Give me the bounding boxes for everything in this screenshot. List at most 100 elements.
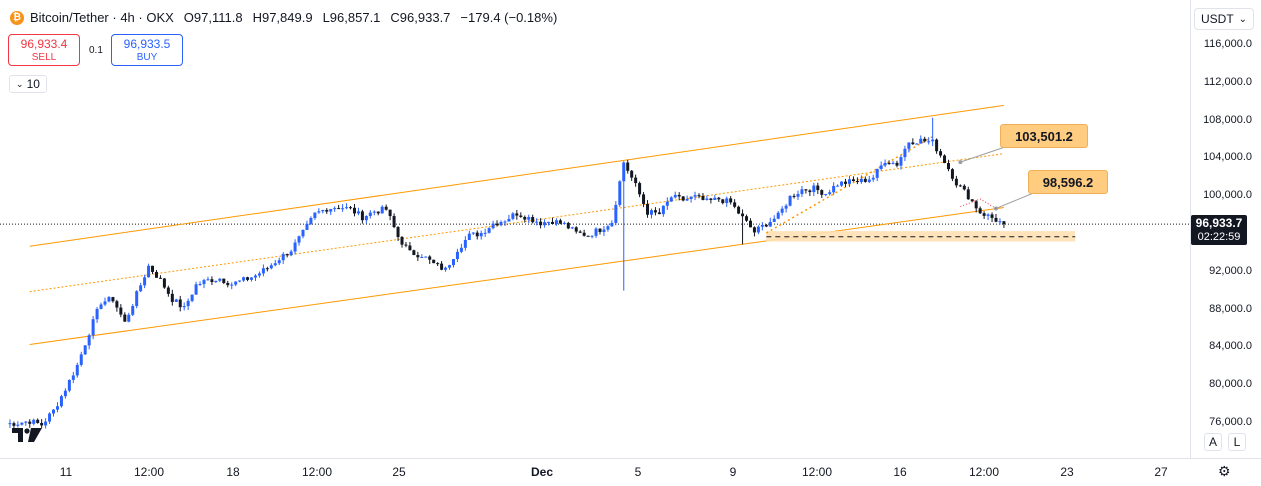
- candle-body: [566, 222, 570, 229]
- candle-body: [305, 223, 309, 230]
- candle-body: [741, 213, 745, 217]
- candle-body: [911, 142, 915, 145]
- symbol-title[interactable]: Bitcoin/Tether · 4h · OKX: [30, 10, 174, 25]
- candle-body: [748, 220, 752, 228]
- current-price-value: 96,933.7: [1195, 216, 1243, 230]
- candle-body: [67, 379, 71, 391]
- price-callout-2[interactable]: 98,596.2: [1028, 170, 1108, 194]
- candle-body: [986, 214, 990, 216]
- price-tick-label: 84,000.0: [1209, 340, 1252, 353]
- candle-body: [717, 197, 721, 200]
- candle-body: [531, 217, 535, 223]
- log-scale-button[interactable]: L: [1228, 433, 1246, 451]
- candle-body: [317, 211, 321, 213]
- candle-body: [491, 223, 495, 229]
- time-tick-label: 9: [729, 465, 737, 479]
- candle-body: [610, 222, 614, 227]
- candle-body: [277, 260, 281, 264]
- settings-gear-icon[interactable]: ⚙: [1218, 463, 1231, 479]
- projection-path: [960, 198, 997, 209]
- auto-scale-button[interactable]: A: [1204, 433, 1222, 451]
- candle-body: [820, 190, 824, 195]
- candle-body: [333, 208, 337, 210]
- candle-body: [349, 207, 353, 209]
- candle-body: [570, 227, 574, 229]
- candle-body: [792, 195, 796, 197]
- channel-middle-line[interactable]: [29, 153, 1004, 293]
- candle-body: [20, 422, 24, 425]
- candle-body: [364, 215, 368, 221]
- buy-button[interactable]: 96,933.5 BUY: [111, 34, 183, 66]
- interval-selector[interactable]: ⌄ 10: [9, 75, 47, 93]
- candle-body: [681, 196, 685, 201]
- candle-body: [487, 228, 491, 233]
- candle-body: [939, 151, 943, 156]
- candle-body: [507, 218, 511, 222]
- time-tick-label: 27: [1154, 465, 1168, 479]
- chart-area[interactable]: [0, 0, 1190, 458]
- candle-body: [483, 232, 487, 234]
- candle-body: [238, 280, 242, 282]
- currency-label: USDT: [1201, 12, 1234, 26]
- candle-body: [550, 221, 554, 224]
- candle-body: [824, 194, 828, 196]
- candle-body: [325, 209, 329, 212]
- candle-body: [760, 224, 764, 227]
- candle-body: [111, 297, 115, 302]
- time-scale[interactable]: 11 12:00 18 12:00 25 Dec 5 9 12:00 16 12:00 23 27: [0, 458, 1261, 486]
- candle-body: [642, 194, 646, 204]
- candle-body: [661, 205, 665, 215]
- candle-body: [887, 162, 891, 164]
- candle-body: [52, 409, 56, 414]
- callout-anchor-dot: [958, 160, 963, 165]
- candle-body: [527, 217, 531, 220]
- candle-body: [222, 278, 226, 283]
- candle-body: [665, 201, 669, 206]
- candle-body: [903, 148, 907, 158]
- candle-body: [574, 227, 578, 232]
- sell-button[interactable]: 96,933.4 SELL: [8, 34, 80, 66]
- candle-body: [657, 212, 661, 215]
- candle-body: [32, 419, 36, 424]
- price-chart[interactable]: [0, 0, 1190, 458]
- candle-body: [578, 231, 582, 233]
- candle-body: [12, 423, 16, 426]
- candle-body: [982, 213, 986, 216]
- price-tick-label: 80,000.0: [1209, 378, 1252, 391]
- candle-body: [737, 206, 741, 214]
- candle-body: [840, 181, 844, 186]
- candle-body: [558, 220, 562, 224]
- candle-body: [44, 421, 48, 426]
- channel-upper-line[interactable]: [29, 104, 1004, 247]
- candle-body: [479, 233, 483, 237]
- candle-body: [162, 278, 166, 288]
- candle-body: [883, 162, 887, 166]
- candle-body: [606, 226, 610, 230]
- candle-body: [186, 300, 190, 307]
- price-callout-1[interactable]: 103,501.2: [1000, 124, 1088, 148]
- candle-body: [412, 250, 416, 256]
- high-value: H97,849.9: [252, 10, 313, 25]
- currency-selector[interactable]: USDT ⌄: [1194, 8, 1254, 30]
- candle-body: [79, 354, 83, 365]
- candle-body: [297, 236, 301, 243]
- time-tick-label: Dec: [530, 465, 554, 479]
- candle-body: [646, 203, 650, 215]
- channel-lower-line[interactable]: [29, 206, 1004, 346]
- candle-body: [107, 297, 111, 302]
- time-tick-label: 12:00: [133, 465, 165, 479]
- candle-body: [8, 423, 12, 425]
- candle-body: [503, 221, 507, 223]
- candle-body: [634, 177, 638, 184]
- candle-body: [396, 227, 400, 237]
- chevron-down-icon: ⌄: [1238, 13, 1247, 25]
- candle-body: [293, 242, 297, 252]
- candle-body: [404, 244, 408, 246]
- candle-body: [420, 257, 424, 259]
- order-quantity[interactable]: 0.1: [89, 45, 103, 56]
- bitcoin-icon: ₿: [10, 10, 24, 25]
- candle-body: [345, 207, 349, 209]
- candle-body: [594, 228, 598, 236]
- candle-body: [158, 277, 162, 279]
- price-tick-label: 92,000.0: [1209, 264, 1252, 277]
